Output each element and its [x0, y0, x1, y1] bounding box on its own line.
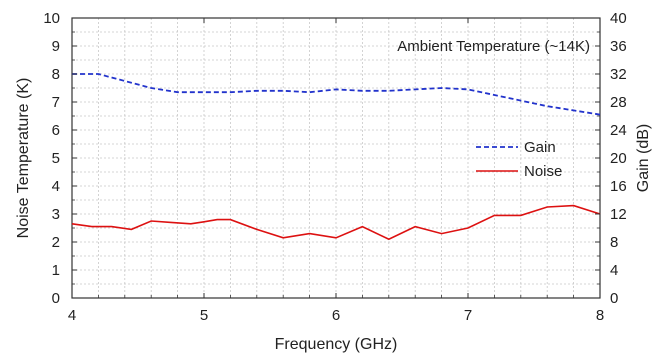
y-axis-right-label: Gain (dB)	[635, 124, 652, 192]
x-tick-label: 4	[68, 307, 76, 324]
y-right-tick-label: 16	[610, 178, 627, 195]
y-axis-left-label: Noise Temperature (K)	[15, 78, 32, 239]
y-right-tick-label: 0	[610, 290, 618, 307]
y-left-tick-label: 1	[52, 262, 60, 279]
y-left-tick-label: 8	[52, 66, 60, 83]
y-left-tick-label: 3	[52, 206, 60, 223]
x-tick-label: 5	[200, 307, 208, 324]
y-right-tick-label: 28	[610, 94, 627, 111]
y-right-tick-label: 12	[610, 206, 627, 223]
y-right-tick-label: 4	[610, 262, 618, 279]
legend-gain-label: Gain	[524, 139, 556, 156]
series-line-noise	[71, 204, 601, 241]
y-left-tick-label: 2	[52, 234, 60, 251]
series-group	[71, 73, 601, 241]
y-right-tick-label: 36	[610, 38, 627, 55]
y-left-tick-label: 0	[52, 290, 60, 307]
x-tick-label: 6	[332, 307, 340, 324]
y-left-tick-label: 6	[52, 122, 60, 139]
y-right-tick-label: 32	[610, 66, 627, 83]
y-left-tick-label: 9	[52, 38, 60, 55]
legend-noise-label: Noise	[524, 163, 562, 180]
x-tick-label: 8	[596, 307, 604, 324]
grid	[72, 18, 600, 298]
y-left-tick-label: 4	[52, 178, 60, 195]
x-axis-label: Frequency (GHz)	[275, 336, 398, 353]
y-right-tick-label: 24	[610, 122, 627, 139]
y-right-tick-label: 20	[610, 150, 627, 167]
y-left-tick-label: 5	[52, 150, 60, 167]
y-left-tick-label: 7	[52, 94, 60, 111]
series-line-gain	[72, 73, 601, 116]
y-right-tick-label: 40	[610, 10, 627, 27]
legend: Gain Noise	[476, 139, 562, 180]
y-right-tick-label: 8	[610, 234, 618, 251]
x-tick-label: 7	[464, 307, 472, 324]
chart-annotation: Ambient Temperature (~14K)	[397, 38, 590, 55]
y-left-tick-label: 10	[43, 10, 60, 27]
